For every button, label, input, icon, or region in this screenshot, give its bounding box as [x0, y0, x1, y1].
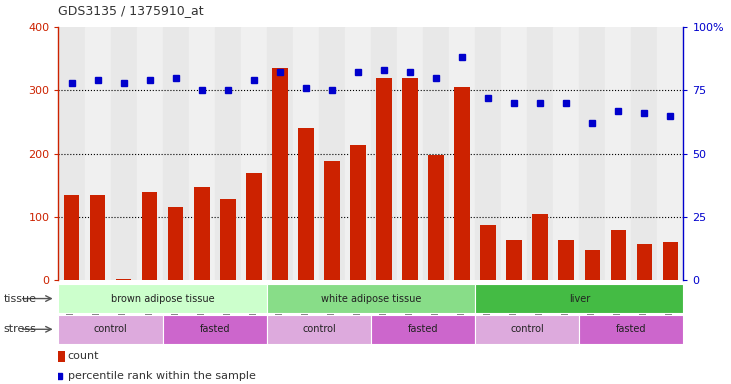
- Bar: [58, 315, 162, 344]
- Bar: [397, 27, 423, 280]
- Bar: [267, 284, 475, 313]
- Bar: [632, 27, 657, 280]
- Bar: [579, 27, 605, 280]
- Bar: [137, 27, 162, 280]
- Bar: [475, 315, 579, 344]
- Bar: [58, 27, 85, 280]
- Bar: [553, 27, 579, 280]
- Bar: [142, 192, 157, 280]
- Bar: [293, 27, 319, 280]
- Bar: [507, 240, 522, 280]
- Text: percentile rank within the sample: percentile rank within the sample: [68, 371, 256, 381]
- Bar: [324, 161, 340, 280]
- Bar: [637, 244, 652, 280]
- Bar: [423, 27, 449, 280]
- Text: control: control: [510, 324, 544, 334]
- Bar: [558, 240, 574, 280]
- Bar: [480, 225, 496, 280]
- Text: liver: liver: [569, 293, 590, 304]
- Bar: [527, 27, 553, 280]
- Bar: [657, 27, 683, 280]
- Bar: [532, 214, 548, 280]
- Text: control: control: [302, 324, 336, 334]
- Bar: [605, 27, 632, 280]
- Bar: [371, 315, 475, 344]
- Bar: [402, 78, 418, 280]
- Bar: [168, 207, 183, 280]
- Text: fasted: fasted: [200, 324, 230, 334]
- Bar: [454, 87, 470, 280]
- Bar: [585, 250, 600, 280]
- Bar: [240, 27, 267, 280]
- Bar: [501, 27, 527, 280]
- Bar: [58, 351, 65, 362]
- Bar: [267, 315, 371, 344]
- Bar: [85, 27, 110, 280]
- Bar: [428, 155, 444, 280]
- Bar: [246, 173, 262, 280]
- Text: brown adipose tissue: brown adipose tissue: [111, 293, 214, 304]
- Text: GDS3135 / 1375910_at: GDS3135 / 1375910_at: [58, 4, 204, 17]
- Bar: [298, 128, 314, 280]
- Bar: [345, 27, 371, 280]
- Bar: [189, 27, 215, 280]
- Bar: [475, 284, 683, 313]
- Bar: [162, 315, 267, 344]
- Text: count: count: [68, 351, 99, 361]
- Bar: [64, 195, 79, 280]
- Bar: [350, 146, 366, 280]
- Bar: [110, 27, 137, 280]
- Bar: [610, 230, 626, 280]
- Text: stress: stress: [4, 324, 37, 334]
- Text: fasted: fasted: [616, 324, 647, 334]
- Bar: [220, 199, 235, 280]
- Bar: [272, 68, 288, 280]
- Bar: [58, 284, 267, 313]
- Bar: [475, 27, 501, 280]
- Bar: [162, 27, 189, 280]
- Bar: [449, 27, 475, 280]
- Bar: [90, 195, 105, 280]
- Bar: [579, 315, 683, 344]
- Text: tissue: tissue: [4, 293, 37, 304]
- Text: control: control: [94, 324, 127, 334]
- Bar: [319, 27, 345, 280]
- Bar: [662, 242, 678, 280]
- Text: white adipose tissue: white adipose tissue: [321, 293, 421, 304]
- Bar: [371, 27, 397, 280]
- Bar: [115, 279, 132, 280]
- Bar: [215, 27, 240, 280]
- Bar: [267, 27, 293, 280]
- Bar: [376, 78, 392, 280]
- Text: fasted: fasted: [408, 324, 439, 334]
- Bar: [194, 187, 210, 280]
